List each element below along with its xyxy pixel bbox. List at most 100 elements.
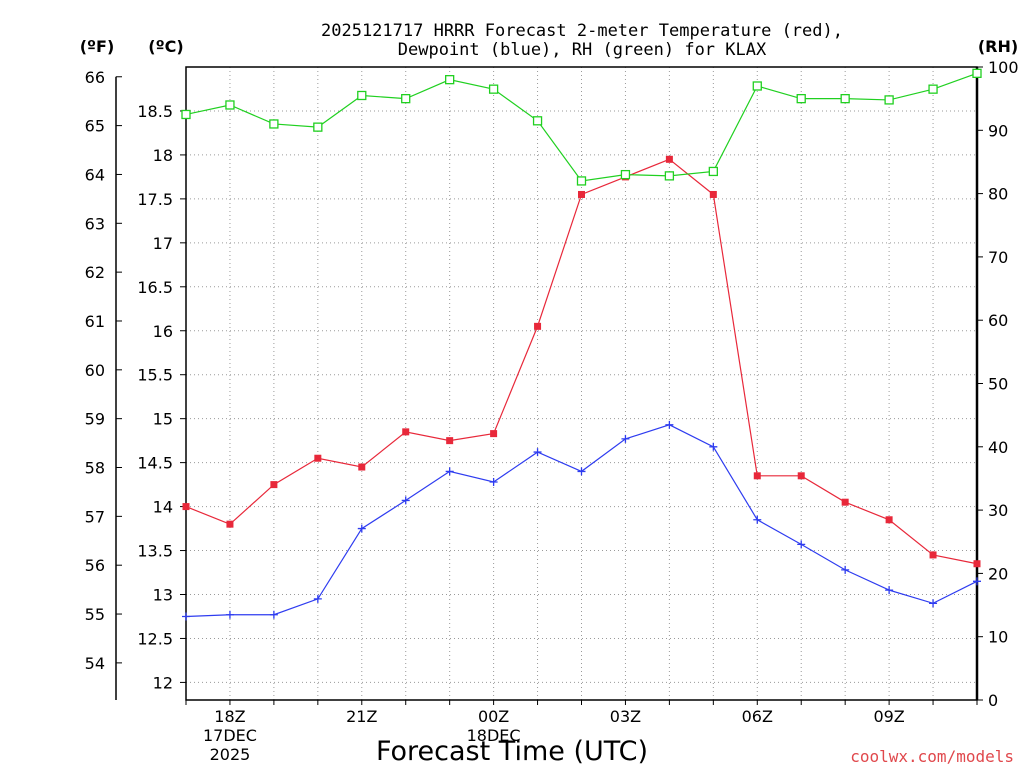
dewpoint-data-point bbox=[753, 515, 762, 524]
celsius-tick-label: 15 bbox=[153, 410, 173, 429]
temperature-data-point bbox=[665, 155, 673, 163]
rh-data-point bbox=[269, 119, 279, 129]
rh-data-point bbox=[840, 94, 850, 104]
rh-data-point bbox=[313, 122, 323, 132]
celsius-tick-label: 12 bbox=[153, 673, 173, 692]
rh-tick-label: 60 bbox=[988, 311, 1008, 330]
dewpoint-data-point bbox=[797, 540, 806, 549]
chart-title-line1: 2025121717 HRRR Forecast 2-meter Tempera… bbox=[321, 21, 843, 41]
x-tick-label: 21Z bbox=[346, 707, 377, 726]
fahrenheit-tick-label: 61 bbox=[85, 312, 105, 331]
dewpoint-data-point bbox=[841, 565, 850, 574]
rh-tick-label: 70 bbox=[988, 248, 1008, 267]
temperature-data-point bbox=[182, 503, 190, 511]
celsius-tick-label: 13 bbox=[153, 586, 173, 605]
rh-tick-label: 50 bbox=[988, 375, 1008, 394]
grid-layer bbox=[185, 67, 978, 700]
x-tick-label: 17DEC bbox=[203, 726, 257, 745]
celsius-tick-label: 12.5 bbox=[137, 629, 173, 648]
x-tick-label: 06Z bbox=[742, 707, 773, 726]
celsius-tick-label: 14 bbox=[153, 498, 173, 517]
temperature-data-point bbox=[841, 498, 849, 506]
dewpoint-data-point bbox=[533, 448, 542, 457]
rh-tick-label: 40 bbox=[988, 438, 1008, 457]
x-tick-label: 18DEC bbox=[467, 726, 521, 745]
temperature-data-point bbox=[797, 472, 805, 480]
fahrenheit-tick-label: 54 bbox=[85, 654, 105, 673]
rh-tick-label: 90 bbox=[988, 121, 1008, 140]
x-tick-label: 2025 bbox=[210, 745, 251, 764]
temperature-data-point bbox=[753, 472, 761, 480]
dewpoint-data-point bbox=[577, 467, 586, 476]
x-tick-label: 03Z bbox=[610, 707, 641, 726]
fahrenheit-tick-label: 66 bbox=[85, 68, 105, 87]
fahrenheit-tick-label: 58 bbox=[85, 459, 105, 478]
temperature-data-point bbox=[446, 437, 454, 445]
temperature-data-point bbox=[490, 430, 498, 438]
dewpoint-data-point bbox=[225, 610, 234, 619]
x-tick-label: 09Z bbox=[873, 707, 904, 726]
celsius-tick-label: 14.5 bbox=[137, 454, 173, 473]
rh-tick-label: 30 bbox=[988, 501, 1008, 520]
celsius-unit-label: (ºC) bbox=[148, 37, 183, 56]
dewpoint-data-point bbox=[401, 496, 410, 505]
rh-data-point bbox=[972, 68, 982, 78]
dewpoint-data-point bbox=[489, 477, 498, 486]
dewpoint-data-point bbox=[709, 442, 718, 451]
rh-data-point bbox=[752, 81, 762, 91]
fahrenheit-tick-label: 65 bbox=[85, 117, 105, 136]
celsius-tick-label: 16.5 bbox=[137, 278, 173, 297]
dewpoint-data-point bbox=[313, 594, 322, 603]
celsius-tick-label: 17 bbox=[153, 234, 173, 253]
rh-data-point bbox=[928, 84, 938, 94]
temperature-data-point bbox=[929, 551, 937, 559]
celsius-tick-label: 16 bbox=[153, 322, 173, 341]
rh-tick-label: 20 bbox=[988, 564, 1008, 583]
temperature-data-point bbox=[709, 190, 717, 198]
rh-data-point bbox=[576, 176, 587, 186]
temperature-data-point bbox=[578, 190, 585, 198]
fahrenheit-tick-label: 62 bbox=[85, 263, 105, 282]
fahrenheit-tick-label: 56 bbox=[85, 556, 105, 575]
chart-title-line2: Dewpoint (blue), RH (green) for KLAX bbox=[398, 40, 767, 60]
dewpoint-data-point bbox=[269, 610, 278, 619]
dewpoint-data-point bbox=[445, 467, 454, 476]
temperature-data-point bbox=[358, 463, 366, 471]
rh-tick-label: 0 bbox=[988, 691, 998, 710]
temperature-data-point bbox=[885, 516, 893, 524]
temperature-data-point bbox=[270, 481, 278, 489]
rh-unit-label: (RH) bbox=[978, 37, 1018, 56]
fahrenheit-tick-label: 63 bbox=[85, 214, 105, 233]
temperature-data-point bbox=[534, 322, 542, 330]
fahrenheit-tick-label: 55 bbox=[85, 605, 105, 624]
rh-tick-label: 80 bbox=[988, 185, 1008, 204]
fahrenheit-tick-label: 59 bbox=[85, 410, 105, 429]
celsius-tick-label: 13.5 bbox=[137, 542, 173, 561]
fahrenheit-tick-label: 57 bbox=[85, 507, 105, 526]
x-tick-label: 00Z bbox=[478, 707, 509, 726]
dewpoint-data-point bbox=[357, 524, 366, 533]
temperature-data-point bbox=[226, 520, 234, 528]
fahrenheit-tick-label: 60 bbox=[85, 361, 105, 380]
x-axis-label: Forecast Time (UTC) bbox=[376, 736, 648, 767]
celsius-tick-label: 18.5 bbox=[137, 102, 173, 121]
fahrenheit-unit-label: (ºF) bbox=[80, 37, 115, 56]
rh-data-point bbox=[401, 94, 411, 104]
rh-data-point bbox=[708, 166, 718, 177]
rh-data-point bbox=[884, 95, 894, 105]
celsius-tick-label: 18 bbox=[153, 146, 173, 165]
rh-data-point bbox=[488, 84, 499, 94]
rh-data-point bbox=[445, 75, 455, 85]
dewpoint-data-point bbox=[621, 434, 630, 443]
rh-tick-label: 100 bbox=[988, 58, 1019, 77]
rh-data-point bbox=[532, 116, 543, 126]
rh-data-point bbox=[357, 90, 367, 101]
temperature-data-point bbox=[973, 560, 981, 568]
temperature-data-point bbox=[402, 428, 410, 436]
rh-tick-label: 10 bbox=[988, 628, 1008, 647]
fahrenheit-tick-label: 64 bbox=[85, 165, 105, 184]
watermark: coolwx.com/models bbox=[850, 747, 1014, 766]
dewpoint-data-point bbox=[885, 586, 894, 595]
